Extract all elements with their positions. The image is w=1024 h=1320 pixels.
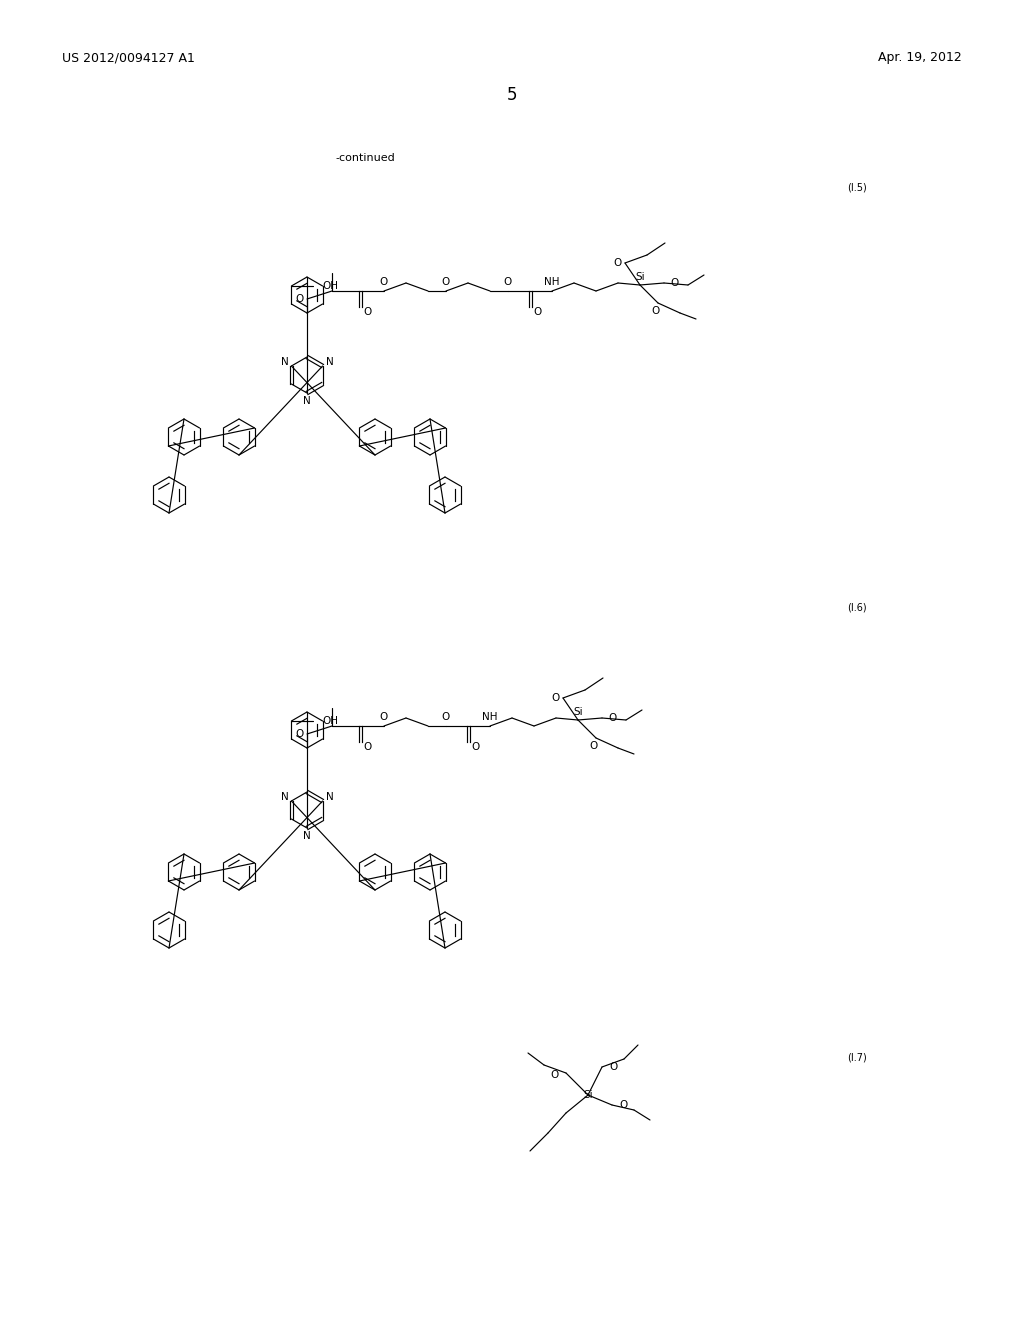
Text: O: O: [380, 277, 388, 286]
Text: NH: NH: [482, 711, 498, 722]
Text: O: O: [652, 306, 660, 315]
Text: Si: Si: [573, 708, 583, 717]
Text: -continued: -continued: [335, 153, 395, 162]
Text: 5: 5: [507, 86, 517, 104]
Text: O: O: [618, 1100, 628, 1110]
Text: O: O: [442, 711, 451, 722]
Text: O: O: [504, 277, 512, 286]
Text: O: O: [613, 257, 623, 268]
Text: N: N: [281, 356, 289, 367]
Text: NH: NH: [544, 277, 560, 286]
Text: (I.6): (I.6): [847, 602, 866, 612]
Text: O: O: [670, 279, 678, 288]
Text: O: O: [380, 711, 388, 722]
Text: O: O: [534, 308, 542, 317]
Text: O: O: [362, 308, 372, 317]
Text: N: N: [303, 396, 311, 407]
Text: O: O: [442, 277, 451, 286]
Text: O: O: [471, 742, 479, 752]
Text: O: O: [609, 1063, 617, 1072]
Text: O: O: [362, 742, 372, 752]
Text: N: N: [326, 792, 334, 803]
Text: O: O: [296, 729, 304, 739]
Text: O: O: [608, 713, 616, 723]
Text: O: O: [551, 1071, 559, 1080]
Text: US 2012/0094127 A1: US 2012/0094127 A1: [62, 51, 195, 65]
Text: Si: Si: [635, 272, 645, 282]
Text: N: N: [326, 356, 334, 367]
Text: Apr. 19, 2012: Apr. 19, 2012: [879, 51, 962, 65]
Text: OH: OH: [323, 715, 338, 726]
Text: N: N: [303, 832, 311, 841]
Text: (I.7): (I.7): [847, 1052, 866, 1063]
Text: O: O: [590, 741, 598, 751]
Text: N: N: [281, 792, 289, 803]
Text: Si: Si: [584, 1090, 593, 1100]
Text: OH: OH: [323, 281, 338, 290]
Text: (I.5): (I.5): [847, 183, 866, 193]
Text: O: O: [296, 294, 304, 304]
Text: O: O: [552, 693, 560, 704]
